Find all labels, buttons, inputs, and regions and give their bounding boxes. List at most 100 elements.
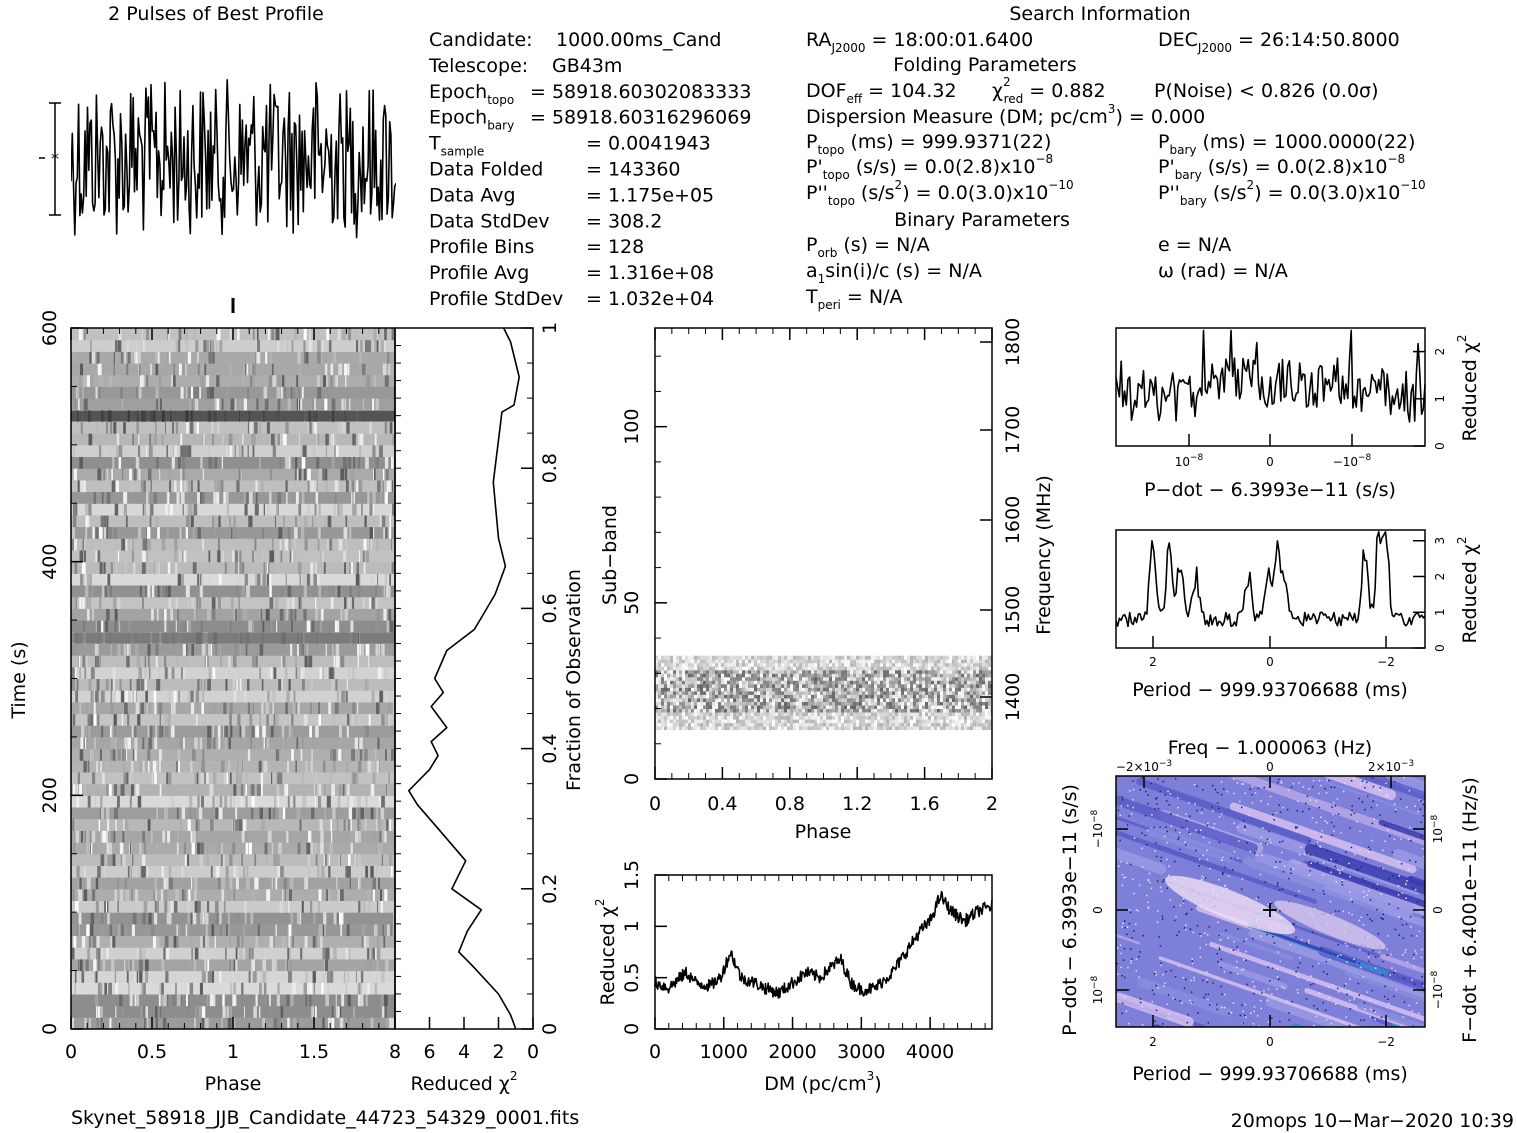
search-info-col2: RAJ2000 = 18:00:01.6400 DECJ2000 = 26:14:5…	[805, 29, 1426, 312]
tp-xtick-label: 0.5	[137, 1041, 167, 1063]
ppd-xtick-label: 0	[1266, 1035, 1274, 1049]
pe-xtick-label: 0	[1266, 655, 1274, 669]
sb-rtick-label: 1700	[1002, 406, 1024, 454]
dm-chi-line	[654, 890, 993, 999]
chi-line: χ2 red = 0.882	[992, 75, 1106, 106]
pd-ytick-label: 2	[1433, 348, 1447, 356]
ppd-toptick-label: 0	[1266, 760, 1274, 774]
ppd-rtick-label: −10−8	[1430, 970, 1445, 1009]
sb-ylabel: Sub−band	[599, 505, 621, 605]
info-row-value: = 1.316e+08	[586, 262, 714, 284]
dm-xtick-label: 1000	[700, 1041, 748, 1063]
chi-fraction-panel: 8 6 4 2 00 0.2 0.4 0.6 0.8 1 Reduced χ2 Fraction …	[389, 322, 585, 1095]
tp-xtick-label: 0	[65, 1041, 77, 1063]
dof-line: DOFeff = 104.32	[806, 80, 957, 106]
ppd-ytick-label: −10−8	[1090, 809, 1105, 848]
dm-xtick-label: 2000	[768, 1041, 816, 1063]
pe-xlabel: Period − 999.93706688 (ms)	[1132, 679, 1408, 701]
pd-xtick-label: −10−8	[1333, 453, 1372, 469]
cf-xtick-label: 2	[492, 1041, 504, 1063]
cf-ytick-label: 0.8	[539, 453, 561, 483]
ppd-rtick-label: 10−8	[1430, 814, 1445, 843]
info-row-value: = 143360	[586, 159, 681, 181]
sb-rtick-label: 1400	[1002, 673, 1024, 721]
ppd-ytick-label: 0	[1091, 906, 1105, 914]
pe-ytick-label: 1	[1433, 608, 1447, 616]
pd-ytick-label: 0	[1433, 442, 1447, 450]
dm-ytick-label: 1.5	[621, 860, 643, 890]
pd-ytick-label: 1	[1433, 395, 1447, 403]
info-row-label: Profile Bins	[429, 236, 534, 258]
pe-ylabel: Reduced χ2	[1455, 537, 1481, 644]
profile-panel: *	[39, 79, 396, 239]
time-phase-panel: 0 0.5 1 1.5 0 200 400 600 Time (s) Phase	[8, 298, 396, 1095]
ppd-xtick-label: 2	[1149, 1035, 1157, 1049]
period-chi-panel: 2 0 −2 0 1 2 3 Period − 999.93706688 (ms) Redu…	[1115, 529, 1481, 701]
pdot-chi-line	[1115, 329, 1426, 423]
ppd-rightlabel: F−dot + 6.4001e−11 (Hz/s)	[1459, 777, 1481, 1043]
pd-xtick-label: 10−8	[1175, 453, 1204, 469]
cf-ylabel: Fraction of Observation	[563, 569, 585, 791]
profile-title: 2 Pulses of Best Profile	[108, 3, 324, 25]
info-row-label: Data Folded	[429, 159, 543, 181]
pe-xtick-label: −2	[1377, 655, 1395, 669]
info-row-value: = 58918.60302083333	[530, 81, 751, 103]
porb-line: Porb (s) = N/A	[806, 234, 930, 260]
dm-xtick-label: 3000	[837, 1041, 885, 1063]
sb-ytick-label: 50	[621, 591, 643, 615]
info-row-value: = 1.175e+05	[586, 184, 714, 206]
tp-ytick-label: 600	[39, 310, 61, 346]
folding-title: Folding Parameters	[893, 54, 1076, 76]
info-row-value: = 1.032e+04	[586, 288, 714, 310]
p-pdot-colormap	[1116, 776, 1425, 1027]
filename: Skynet_58918_JJB_Candidate_44723_54329_0…	[71, 1107, 579, 1129]
search-info-col1: Candidate: 1000.00ms_Cand Telescope: GB43m E…	[428, 29, 751, 310]
sb-xtick-label: 0	[649, 793, 661, 815]
dm-ytick-label: 0	[621, 1023, 643, 1035]
sb-ytick-label: 0	[621, 773, 643, 785]
info-row-value: = 128	[586, 236, 644, 258]
pdot-chi-panel: 10−8 0 −10−8 0 1 2 P−dot − 6.3993e−11 (s/s) R…	[1115, 327, 1481, 501]
cf-ytick-label: 1	[539, 322, 561, 334]
tp-ytick-label: 400	[39, 544, 61, 580]
tp-xtick-label: 1.5	[299, 1041, 329, 1063]
dm-line: Dispersion Measure (DM; pc/cm3) = 0.000	[806, 102, 1205, 128]
ra-line: RAJ2000 = 18:00:01.6400	[806, 29, 1033, 55]
dm-xtick-label: 4000	[906, 1041, 954, 1063]
sb-xtick-label: 1.2	[842, 793, 872, 815]
cf-ytick-label: 0.2	[539, 874, 561, 904]
profile-line	[71, 79, 396, 239]
e-line: e = N/A	[1158, 234, 1231, 256]
tp-xtick-label: 1	[227, 1041, 239, 1063]
binary-title: Binary Parameters	[894, 209, 1070, 231]
sb-xlabel: Phase	[795, 821, 852, 843]
search-title: Search Information	[1009, 3, 1190, 25]
ppd-toptick-label: 2×10−3	[1368, 759, 1414, 774]
dm-ytick-label: 0.5	[621, 963, 643, 993]
pnoise-line: P(Noise) < 0.826 (0.0σ)	[1154, 80, 1379, 102]
dm-panel: 0 1000 2000 3000 4000 0 0.5 1 1.5 Reduced χ2 DM …	[593, 860, 993, 1095]
dec-line: DECJ2000 = 26:14:50.8000	[1158, 29, 1400, 55]
pbary-line: Pbary (ms) = 1000.0000(22)	[1158, 131, 1415, 157]
sb-xtick-label: 1.6	[909, 793, 939, 815]
sb-xtick-label: 0.8	[775, 793, 805, 815]
subband-greyscale	[655, 655, 992, 731]
ppd-xtick-label: −2	[1377, 1035, 1395, 1049]
info-row-label: Data StdDev	[429, 210, 550, 232]
ppd-ytick-label: 10−8	[1090, 975, 1105, 1004]
dm-ytick-label: 1	[621, 920, 643, 932]
sb-rtick-label: 1800	[1002, 318, 1024, 366]
tp-xlabel: Phase	[205, 1073, 262, 1095]
omega-line: ω (rad) = N/A	[1158, 260, 1288, 282]
chi-fraction-line	[408, 327, 520, 1030]
pe-xtick-label: 2	[1149, 655, 1157, 669]
pddbary-line: P''bary (s/s2) = 0.0(3.0)x10−10	[1158, 178, 1426, 208]
ppd-title: Freq − 1.000063 (Hz)	[1168, 737, 1372, 759]
a1-line: a1sin(i)/c (s) = N/A	[806, 260, 982, 286]
info-row-label: Profile StdDev	[429, 288, 563, 310]
info-row-value: 1000.00ms_Cand	[556, 29, 722, 51]
pddtopo-line: P''topo (s/s2) = 0.0(3.0)x10−10	[806, 178, 1074, 208]
best-fit-marker: +	[1261, 898, 1279, 923]
sb-rtick-label: 1500	[1002, 586, 1024, 634]
